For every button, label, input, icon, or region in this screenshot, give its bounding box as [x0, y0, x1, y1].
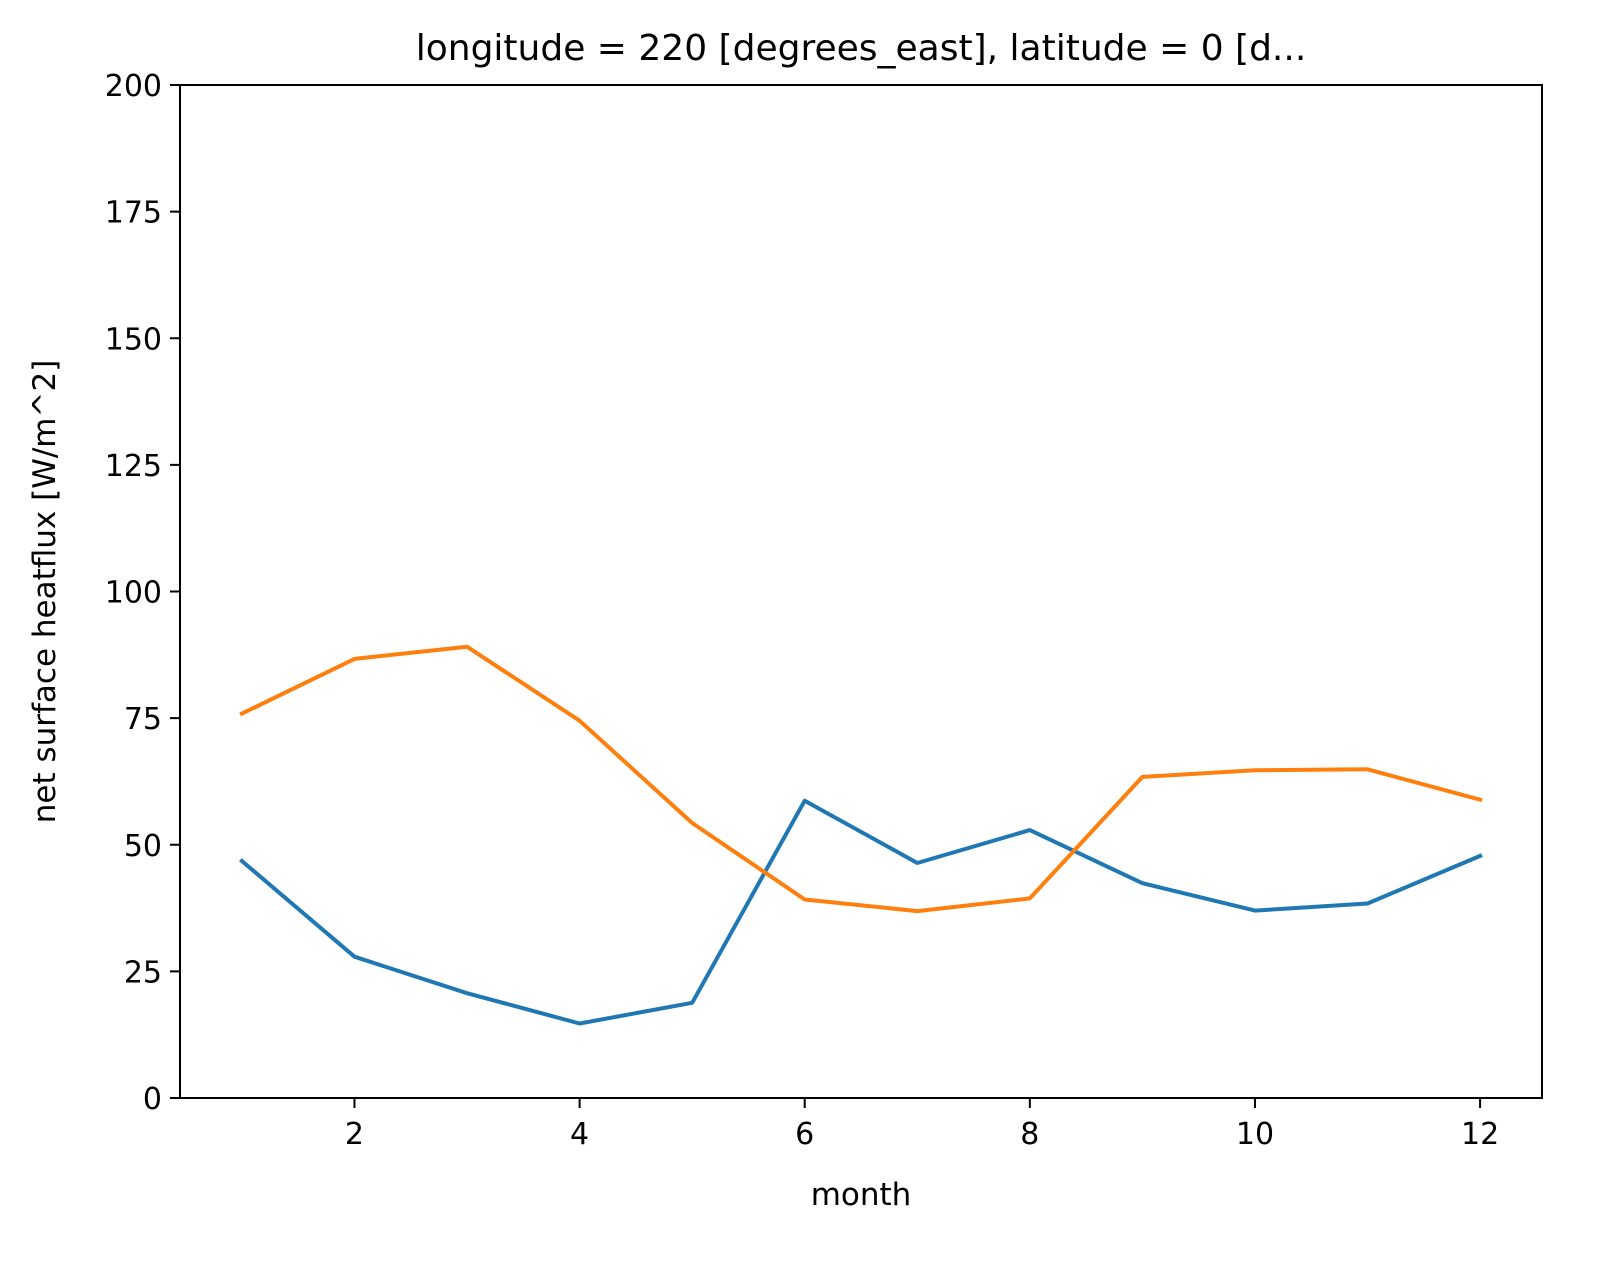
y-axis-label: net surface heatflux [W/m^2]: [27, 360, 63, 824]
y-tick-label: 125: [105, 449, 162, 484]
series-lines: [239, 644, 1483, 1026]
y-tick-label: 200: [105, 69, 162, 104]
x-axis-ticks: 2 4 6 8 10 12: [345, 1098, 1499, 1152]
y-axis-ticks: 0 25 50 75 100 125 150 175 200: [105, 69, 180, 1117]
x-tick-label: 12: [1461, 1117, 1499, 1152]
series-line-1: [239, 798, 1483, 1026]
x-tick-label: 6: [795, 1117, 814, 1152]
y-tick-label: 75: [124, 702, 162, 737]
y-tick-label: 25: [124, 955, 162, 990]
x-tick-label: 4: [570, 1117, 589, 1152]
y-tick-label: 100: [105, 576, 162, 611]
series-line-2: [239, 644, 1483, 914]
chart-title: longitude = 220 [degrees_east], latitude…: [416, 28, 1307, 69]
y-tick-label: 175: [105, 196, 162, 231]
x-tick-label: 2: [345, 1117, 364, 1152]
y-tick-label: 150: [105, 322, 162, 357]
x-tick-label: 8: [1020, 1117, 1039, 1152]
y-tick-label: 50: [124, 829, 162, 864]
y-tick-label: 0: [143, 1082, 162, 1117]
x-tick-label: 10: [1236, 1117, 1274, 1152]
x-axis-label: month: [811, 1177, 912, 1213]
